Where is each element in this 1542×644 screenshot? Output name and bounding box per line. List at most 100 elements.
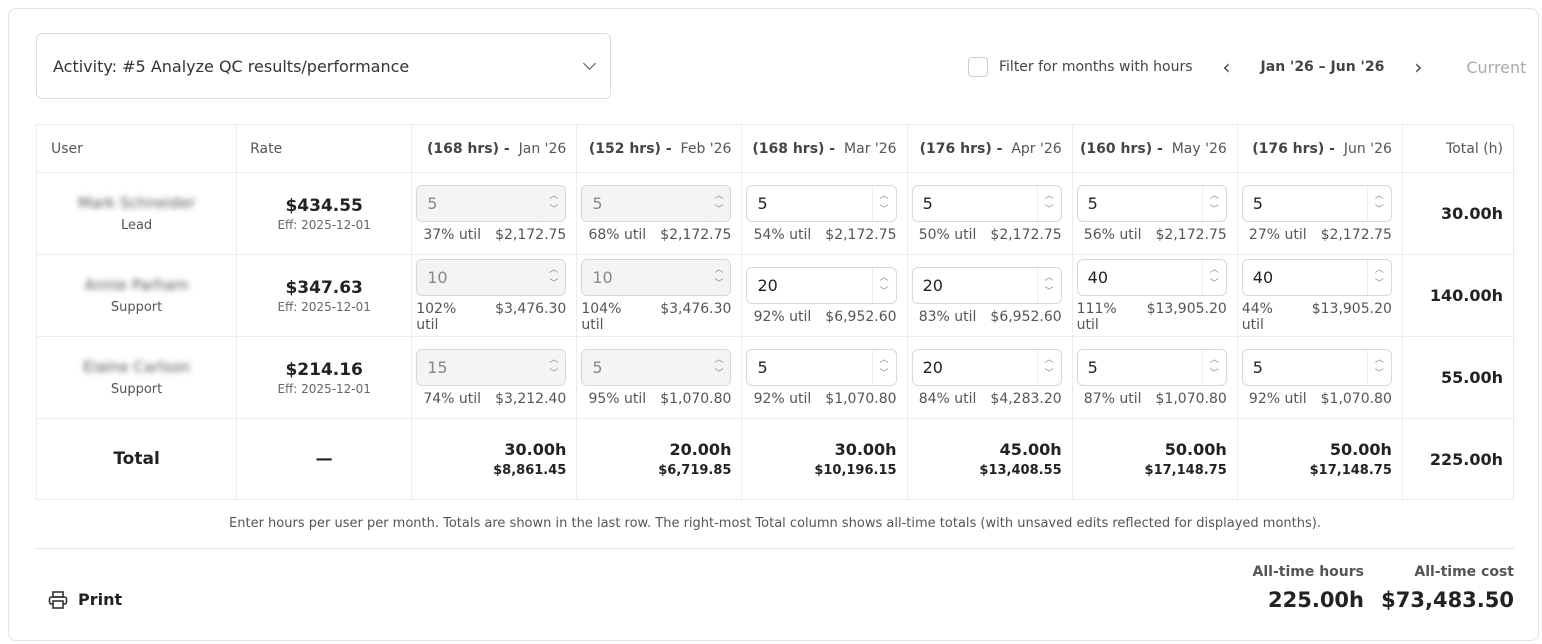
stepper[interactable]: ︿ ﹀ [541,185,565,221]
stepper[interactable]: ︿ ﹀ [541,349,565,385]
chevron-down-icon[interactable]: ﹀ [714,205,724,215]
stepper[interactable]: ︿ ﹀ [706,259,730,295]
hours-input[interactable]: 5 ︿ ﹀ [1241,348,1392,386]
stepper[interactable]: ︿ ﹀ [706,185,730,221]
chevron-down-icon[interactable]: ﹀ [879,287,889,297]
chevron-right-icon[interactable]: › [1414,55,1423,79]
stepper[interactable]: ︿ ﹀ [541,259,565,295]
chevron-down-icon[interactable]: ﹀ [1209,369,1219,379]
chevron-down-icon[interactable]: ﹀ [879,369,889,379]
cost: $2,172.75 [990,226,1062,243]
utilization: 74% util [423,390,482,407]
utilization: 87% util [1083,390,1142,407]
stepper[interactable]: ︿ ﹀ [1366,185,1391,221]
utilization: 92% util [753,390,812,407]
hours-input: 5 ︿ ﹀ [416,184,567,222]
hours-input[interactable]: 20 ︿ ﹀ [911,266,1062,304]
month-total-cost: $13,408.55 [979,463,1062,478]
filter-checkbox[interactable] [968,57,988,77]
chevron-up-icon[interactable]: ︿ [1374,191,1384,201]
chevron-down-icon[interactable]: ﹀ [1044,205,1054,215]
rate-effective: Eff: 2025-12-01 [277,299,371,314]
hours-input[interactable]: 5 ︿ ﹀ [1076,348,1227,386]
stepper[interactable]: ︿ ﹀ [1201,259,1226,295]
hours-input[interactable]: 40 ︿ ﹀ [1076,258,1227,296]
cost: $2,172.75 [825,226,897,243]
stepper[interactable]: ︿ ﹀ [871,185,896,221]
stepper[interactable]: ︿ ﹀ [871,349,896,385]
month-total: 45.00h $13,408.55 [906,418,1073,500]
current-button[interactable]: Current [1466,57,1527,77]
filter-label[interactable]: Filter for months with hours [999,59,1193,75]
chevron-down-icon [583,57,596,70]
chevron-down-icon[interactable]: ﹀ [1209,279,1219,289]
stepper[interactable]: ︿ ﹀ [1036,267,1061,303]
chevron-up-icon[interactable]: ︿ [1044,191,1054,201]
stepper[interactable]: ︿ ﹀ [1036,185,1061,221]
chevron-up-icon[interactable]: ︿ [1209,355,1219,365]
stepper[interactable]: ︿ ﹀ [1366,349,1391,385]
hours-cell: 5 ︿ ﹀ 92% util $1,070.80 [1236,336,1403,419]
utilization: 92% util [753,308,812,325]
chevron-up-icon[interactable]: ︿ [1209,191,1219,201]
utilization: 104% util [581,300,622,333]
chevron-up-icon[interactable]: ︿ [714,191,724,201]
chevron-down-icon[interactable]: ﹀ [1374,279,1384,289]
chevron-down-icon[interactable]: ﹀ [1044,287,1054,297]
hours-cell: 20 ︿ ﹀ 84% util $4,283.20 [906,336,1073,419]
chevron-up-icon[interactable]: ︿ [1044,355,1054,365]
hours-input[interactable]: 5 ︿ ﹀ [911,184,1062,222]
cost: $1,070.80 [1320,390,1392,407]
chevron-up-icon[interactable]: ︿ [1374,265,1384,275]
utilization: 37% util [423,226,482,243]
chevron-down-icon[interactable]: ﹀ [714,279,724,289]
chevron-up-icon[interactable]: ︿ [1374,355,1384,365]
user-role: Support [110,382,163,397]
chevron-up-icon[interactable]: ︿ [1209,265,1219,275]
chevron-down-icon[interactable]: ﹀ [549,205,559,215]
chevron-up-icon[interactable]: ︿ [549,265,559,275]
stepper[interactable]: ︿ ﹀ [1201,185,1226,221]
hours-input[interactable]: 5 ︿ ﹀ [1241,184,1392,222]
hours-input[interactable]: 20 ︿ ﹀ [911,348,1062,386]
chevron-up-icon[interactable]: ︿ [714,265,724,275]
hours-input[interactable]: 5 ︿ ﹀ [746,184,897,222]
chevron-up-icon[interactable]: ︿ [549,355,559,365]
header-month: (160 hrs) - May '26 [1071,124,1238,173]
chevron-left-icon[interactable]: ‹ [1222,55,1231,79]
hours-input[interactable]: 20 ︿ ﹀ [746,266,897,304]
chevron-down-icon[interactable]: ﹀ [1209,205,1219,215]
hours-input[interactable]: 40 ︿ ﹀ [1241,258,1392,296]
table-row: Mark Schneider Lead $434.55 Eff: 2025-12-0… [35,172,1515,255]
chevron-up-icon[interactable]: ︿ [879,191,889,201]
hours-value: 5 [757,357,768,377]
activity-select[interactable]: Activity: #5 Analyze QC results/performa… [36,33,611,99]
chevron-down-icon[interactable]: ﹀ [1374,205,1384,215]
chevron-down-icon[interactable]: ﹀ [879,205,889,215]
stepper[interactable]: ︿ ﹀ [706,349,730,385]
month-total-hours: 50.00h [1164,440,1227,459]
header-user: User [35,124,238,173]
chevron-up-icon[interactable]: ︿ [714,355,724,365]
hours-input[interactable]: 5 ︿ ﹀ [1076,184,1227,222]
chevron-down-icon[interactable]: ﹀ [1374,369,1384,379]
stepper[interactable]: ︿ ﹀ [1201,349,1226,385]
rate-value: $434.55 [285,195,363,216]
chevron-down-icon[interactable]: ﹀ [549,369,559,379]
hours-cell: 40 ︿ ﹀ 44% util $13,905.20 [1236,254,1403,337]
chevron-up-icon[interactable]: ︿ [549,191,559,201]
hours-input[interactable]: 5 ︿ ﹀ [746,348,897,386]
month-total-cost: $6,719.85 [658,463,732,478]
stepper[interactable]: ︿ ﹀ [1036,349,1061,385]
chevron-down-icon[interactable]: ﹀ [549,279,559,289]
chevron-down-icon[interactable]: ﹀ [1044,369,1054,379]
chevron-up-icon[interactable]: ︿ [879,355,889,365]
print-button[interactable]: Print [48,590,122,609]
chevron-up-icon[interactable]: ︿ [1044,273,1054,283]
stepper[interactable]: ︿ ﹀ [1366,259,1391,295]
hours-input: 10 ︿ ﹀ [416,258,567,296]
chevron-down-icon[interactable]: ﹀ [714,369,724,379]
user-cell: Mark Schneider Lead [35,172,238,255]
stepper[interactable]: ︿ ﹀ [871,267,896,303]
chevron-up-icon[interactable]: ︿ [879,273,889,283]
